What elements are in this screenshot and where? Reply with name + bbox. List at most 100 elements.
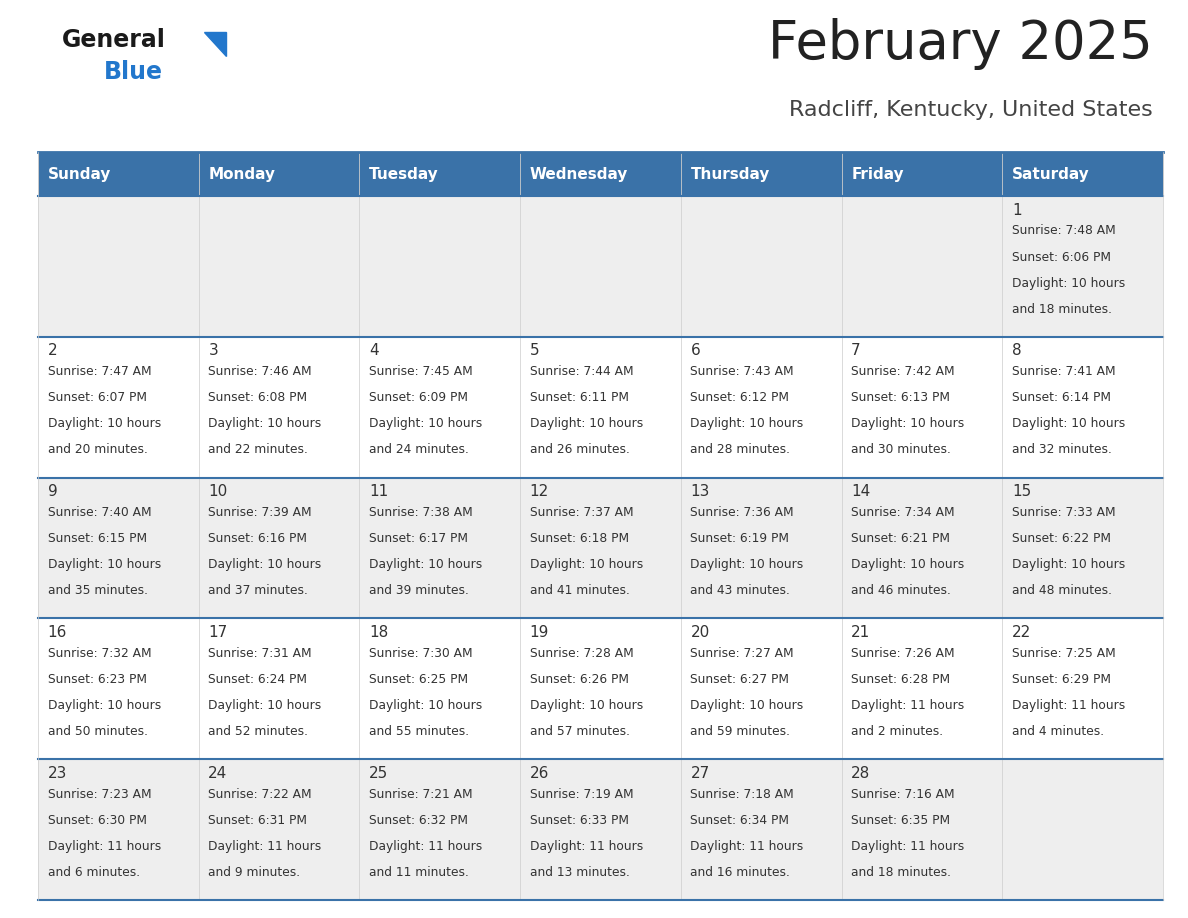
Bar <box>38 337 1163 477</box>
Text: and 37 minutes.: and 37 minutes. <box>208 584 308 598</box>
Text: Thursday: Thursday <box>690 166 770 182</box>
Text: 20: 20 <box>690 625 709 640</box>
Text: and 6 minutes.: and 6 minutes. <box>48 866 140 879</box>
Text: Daylight: 11 hours: Daylight: 11 hours <box>48 840 160 853</box>
Text: Sunset: 6:19 PM: Sunset: 6:19 PM <box>690 532 790 545</box>
Text: and 57 minutes.: and 57 minutes. <box>530 725 630 738</box>
Text: Sunset: 6:34 PM: Sunset: 6:34 PM <box>690 813 790 827</box>
Text: 16: 16 <box>48 625 67 640</box>
Text: and 9 minutes.: and 9 minutes. <box>208 866 301 879</box>
Text: Daylight: 10 hours: Daylight: 10 hours <box>1012 558 1125 571</box>
Text: Daylight: 10 hours: Daylight: 10 hours <box>690 699 804 712</box>
Text: Sunset: 6:26 PM: Sunset: 6:26 PM <box>530 673 628 686</box>
Text: Sunset: 6:13 PM: Sunset: 6:13 PM <box>852 391 950 404</box>
Text: Sunset: 6:30 PM: Sunset: 6:30 PM <box>48 813 146 827</box>
Text: Sunset: 6:11 PM: Sunset: 6:11 PM <box>530 391 628 404</box>
Text: and 32 minutes.: and 32 minutes. <box>1012 443 1112 456</box>
Text: Daylight: 10 hours: Daylight: 10 hours <box>369 558 482 571</box>
Text: Daylight: 11 hours: Daylight: 11 hours <box>690 840 804 853</box>
Text: 7: 7 <box>852 343 861 358</box>
Bar <box>1003 152 1163 196</box>
Text: and 18 minutes.: and 18 minutes. <box>1012 303 1112 316</box>
Text: Daylight: 10 hours: Daylight: 10 hours <box>208 418 322 431</box>
Text: 2: 2 <box>48 343 57 358</box>
Text: Sunrise: 7:37 AM: Sunrise: 7:37 AM <box>530 506 633 519</box>
Text: 21: 21 <box>852 625 871 640</box>
Text: Sunset: 6:22 PM: Sunset: 6:22 PM <box>1012 532 1111 545</box>
Text: Sunset: 6:29 PM: Sunset: 6:29 PM <box>1012 673 1111 686</box>
Text: Friday: Friday <box>852 166 904 182</box>
Text: and 2 minutes.: and 2 minutes. <box>852 725 943 738</box>
Text: 6: 6 <box>690 343 700 358</box>
Text: Sunset: 6:14 PM: Sunset: 6:14 PM <box>1012 391 1111 404</box>
Text: Sunrise: 7:31 AM: Sunrise: 7:31 AM <box>208 647 312 660</box>
Text: Saturday: Saturday <box>1012 166 1089 182</box>
Text: and 52 minutes.: and 52 minutes. <box>208 725 309 738</box>
Text: Daylight: 10 hours: Daylight: 10 hours <box>369 418 482 431</box>
Text: Sunset: 6:06 PM: Sunset: 6:06 PM <box>1012 251 1111 263</box>
Text: Daylight: 10 hours: Daylight: 10 hours <box>690 418 804 431</box>
Text: Daylight: 11 hours: Daylight: 11 hours <box>530 840 643 853</box>
Text: Sunrise: 7:19 AM: Sunrise: 7:19 AM <box>530 788 633 800</box>
Text: and 28 minutes.: and 28 minutes. <box>690 443 790 456</box>
Text: Sunrise: 7:44 AM: Sunrise: 7:44 AM <box>530 365 633 378</box>
Bar <box>38 196 1163 337</box>
Bar <box>38 759 1163 900</box>
Text: 23: 23 <box>48 766 67 780</box>
Text: 26: 26 <box>530 766 549 780</box>
Text: 22: 22 <box>1012 625 1031 640</box>
Text: Daylight: 10 hours: Daylight: 10 hours <box>530 699 643 712</box>
Text: Sunset: 6:24 PM: Sunset: 6:24 PM <box>208 673 308 686</box>
Text: Sunrise: 7:39 AM: Sunrise: 7:39 AM <box>208 506 312 519</box>
Text: Sunset: 6:09 PM: Sunset: 6:09 PM <box>369 391 468 404</box>
Text: Sunset: 6:27 PM: Sunset: 6:27 PM <box>690 673 790 686</box>
Text: and 13 minutes.: and 13 minutes. <box>530 866 630 879</box>
Text: Sunset: 6:16 PM: Sunset: 6:16 PM <box>208 532 308 545</box>
Text: and 39 minutes.: and 39 minutes. <box>369 584 469 598</box>
Text: Daylight: 10 hours: Daylight: 10 hours <box>852 558 965 571</box>
Text: and 24 minutes.: and 24 minutes. <box>369 443 469 456</box>
Text: Sunrise: 7:26 AM: Sunrise: 7:26 AM <box>852 647 955 660</box>
Text: and 41 minutes.: and 41 minutes. <box>530 584 630 598</box>
Text: 25: 25 <box>369 766 388 780</box>
Bar <box>360 152 520 196</box>
Text: Sunrise: 7:33 AM: Sunrise: 7:33 AM <box>1012 506 1116 519</box>
Text: Sunrise: 7:38 AM: Sunrise: 7:38 AM <box>369 506 473 519</box>
Text: General: General <box>62 28 166 52</box>
Bar <box>520 152 681 196</box>
Text: and 16 minutes.: and 16 minutes. <box>690 866 790 879</box>
Text: Sunrise: 7:36 AM: Sunrise: 7:36 AM <box>690 506 794 519</box>
Text: Sunset: 6:17 PM: Sunset: 6:17 PM <box>369 532 468 545</box>
Text: 11: 11 <box>369 484 388 499</box>
Text: and 20 minutes.: and 20 minutes. <box>48 443 147 456</box>
Text: 5: 5 <box>530 343 539 358</box>
Text: Sunrise: 7:42 AM: Sunrise: 7:42 AM <box>852 365 955 378</box>
Text: Tuesday: Tuesday <box>369 166 438 182</box>
Text: Daylight: 10 hours: Daylight: 10 hours <box>369 699 482 712</box>
Text: Sunrise: 7:41 AM: Sunrise: 7:41 AM <box>1012 365 1116 378</box>
Text: Daylight: 10 hours: Daylight: 10 hours <box>208 558 322 571</box>
Text: and 30 minutes.: and 30 minutes. <box>852 443 952 456</box>
Text: Sunrise: 7:43 AM: Sunrise: 7:43 AM <box>690 365 794 378</box>
Text: Daylight: 11 hours: Daylight: 11 hours <box>852 840 965 853</box>
Text: Daylight: 10 hours: Daylight: 10 hours <box>1012 276 1125 289</box>
Text: Sunrise: 7:46 AM: Sunrise: 7:46 AM <box>208 365 312 378</box>
Text: Sunrise: 7:34 AM: Sunrise: 7:34 AM <box>852 506 955 519</box>
Text: Sunset: 6:28 PM: Sunset: 6:28 PM <box>852 673 950 686</box>
Text: Sunrise: 7:30 AM: Sunrise: 7:30 AM <box>369 647 473 660</box>
Text: 3: 3 <box>208 343 219 358</box>
Text: Daylight: 10 hours: Daylight: 10 hours <box>690 558 804 571</box>
Text: Sunset: 6:18 PM: Sunset: 6:18 PM <box>530 532 628 545</box>
Bar <box>681 152 841 196</box>
Text: Daylight: 11 hours: Daylight: 11 hours <box>1012 699 1125 712</box>
Text: Daylight: 10 hours: Daylight: 10 hours <box>530 418 643 431</box>
Text: and 59 minutes.: and 59 minutes. <box>690 725 790 738</box>
Text: and 35 minutes.: and 35 minutes. <box>48 584 147 598</box>
Text: Sunset: 6:25 PM: Sunset: 6:25 PM <box>369 673 468 686</box>
Text: 9: 9 <box>48 484 57 499</box>
Text: Sunrise: 7:27 AM: Sunrise: 7:27 AM <box>690 647 794 660</box>
Text: 13: 13 <box>690 484 710 499</box>
Text: 4: 4 <box>369 343 379 358</box>
Bar <box>38 619 1163 759</box>
Text: Daylight: 10 hours: Daylight: 10 hours <box>48 699 160 712</box>
